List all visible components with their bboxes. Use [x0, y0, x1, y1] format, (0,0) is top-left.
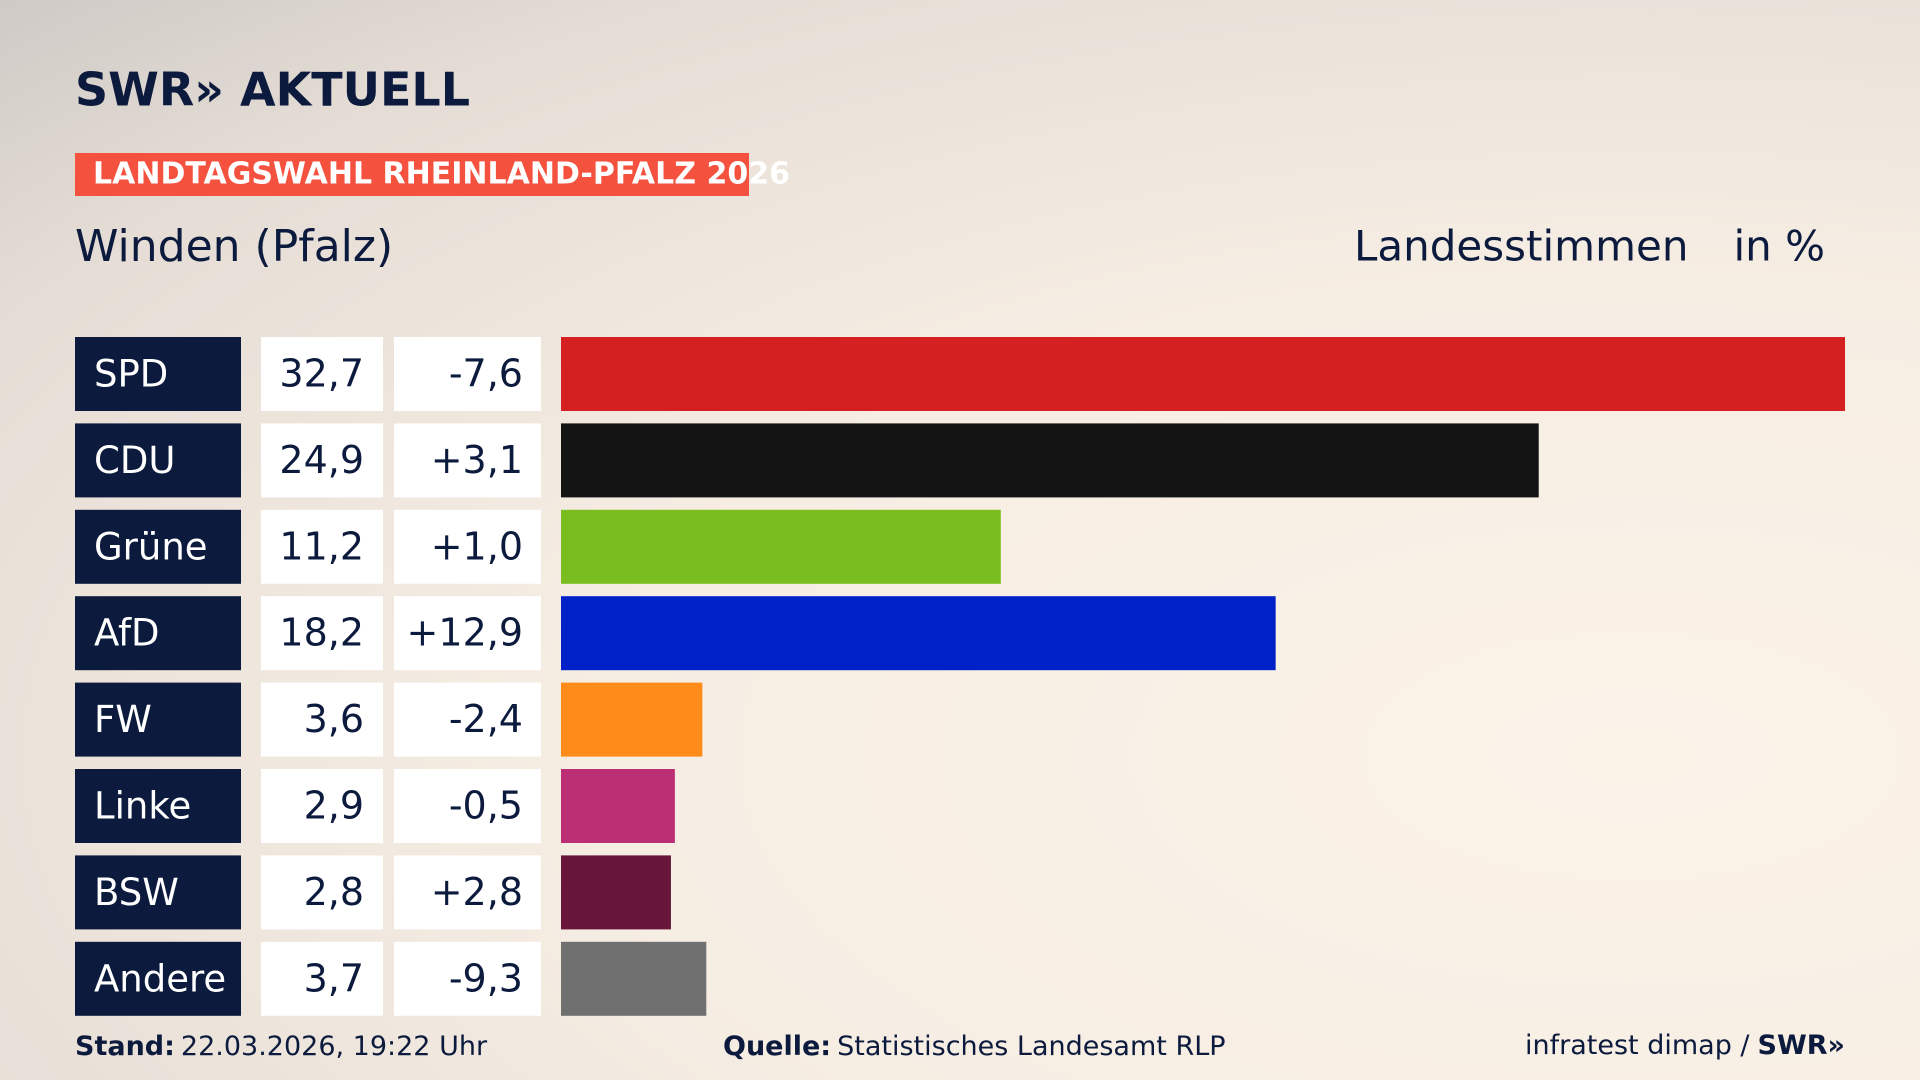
chart-title: Winden (Pfalz) — [75, 221, 393, 272]
stand: 22.03.2026, 19:22 Uhr — [181, 1031, 488, 1062]
bar — [561, 855, 671, 930]
unit: in % — [1733, 222, 1825, 271]
stand-label: Stand: — [75, 1031, 175, 1062]
value-box — [261, 855, 383, 930]
party-label: AfD — [94, 612, 160, 655]
value-label: 11,2 — [279, 524, 364, 568]
banner: LANDTAGSWAHL RHEINLAND-PFALZ 2026 — [93, 157, 790, 192]
footer-stand: Stand: 22.03.2026, 19:22 Uhr — [75, 1031, 488, 1062]
party-box — [75, 596, 241, 671]
change-label: +3,1 — [431, 438, 523, 482]
credit-brand: SWR» — [1758, 1030, 1845, 1061]
source-label: Quelle: — [723, 1031, 831, 1062]
bar — [561, 596, 1276, 671]
change-label: -7,6 — [449, 352, 523, 396]
banner-bg — [75, 153, 749, 196]
party-label: Andere — [94, 957, 226, 1000]
value-box — [261, 596, 383, 671]
value-label: 18,2 — [279, 611, 364, 655]
change-box — [394, 596, 541, 671]
value-box — [261, 423, 383, 498]
rows: SPD 32,7 -7,6 CDU 24,9 +3,1 Grüne 11,2 +1,0 AfD 18… — [75, 337, 1845, 1016]
party-box — [75, 769, 241, 843]
value-box — [261, 337, 383, 411]
value-label: 3,7 — [304, 956, 364, 1000]
value-label: 24,9 — [279, 438, 364, 482]
bar — [561, 337, 1845, 411]
change-box — [394, 769, 541, 843]
party-label: Linke — [94, 785, 191, 828]
party-box — [75, 509, 241, 584]
source: Statistisches Landesamt RLP — [837, 1031, 1225, 1062]
value-label: 3,6 — [304, 697, 364, 741]
value-box — [261, 941, 383, 1016]
change-label: +2,8 — [431, 870, 523, 914]
bar — [561, 941, 707, 1016]
change-box — [394, 337, 541, 411]
party-box — [75, 337, 241, 411]
value-box — [261, 682, 383, 757]
value-label: 2,9 — [304, 784, 364, 828]
change-label: +1,0 — [431, 524, 523, 568]
value-label: 2,8 — [304, 870, 364, 914]
bar — [561, 769, 675, 843]
bar — [561, 682, 703, 757]
change-label: -0,5 — [449, 784, 523, 828]
change-box — [394, 423, 541, 498]
footer-credit: infratest dimap / SWR» — [1525, 1030, 1845, 1061]
party-label: CDU — [94, 439, 175, 482]
value-label: 32,7 — [279, 352, 364, 396]
change-box — [394, 855, 541, 930]
credit: infratest dimap / — [1525, 1030, 1750, 1061]
value-box — [261, 769, 383, 843]
change-box — [394, 682, 541, 757]
party-label: Grüne — [94, 525, 208, 568]
party-label: BSW — [94, 871, 179, 914]
change-label: +12,9 — [407, 611, 523, 655]
value-box — [261, 509, 383, 584]
party-box — [75, 682, 241, 757]
bar — [561, 423, 1539, 498]
change-box — [394, 941, 541, 1016]
brand: SWR» AKTUELL — [75, 63, 470, 117]
change-label: -2,4 — [449, 697, 523, 741]
footer-source: Quelle: Statistisches Landesamt RLP — [723, 1031, 1226, 1062]
measure: Landesstimmen — [1354, 222, 1688, 271]
change-label: -9,3 — [449, 956, 523, 1000]
party-box — [75, 423, 241, 498]
party-box — [75, 855, 241, 930]
change-box — [394, 509, 541, 584]
party-label: FW — [94, 698, 152, 741]
party-label: SPD — [94, 353, 168, 396]
bar — [561, 509, 1001, 584]
party-box — [75, 941, 241, 1016]
